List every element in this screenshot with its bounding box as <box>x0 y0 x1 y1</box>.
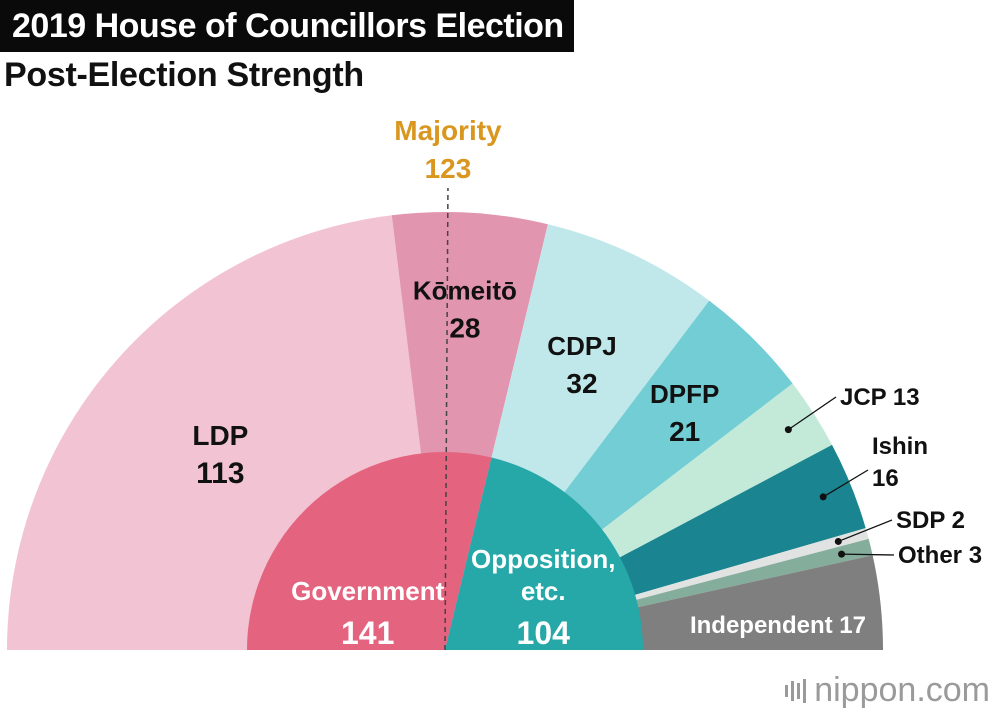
watermark: nippon .com <box>785 671 990 710</box>
wedge-government <box>247 452 492 650</box>
label-jcp: JCP 13 <box>840 384 920 411</box>
label-ldp: LDP <box>192 420 248 451</box>
callout-line-jcp <box>787 396 837 431</box>
label-independent: Independent 17 <box>690 612 866 639</box>
label-government: Government <box>291 576 444 606</box>
value-komeito: 28 <box>449 313 480 344</box>
label-dpfp: DPFP <box>650 379 719 409</box>
label-ishin: Ishin <box>872 433 928 460</box>
label-opposition-etc: Opposition, etc. <box>471 544 615 606</box>
label-other: Other 3 <box>898 542 982 569</box>
label-sdp: SDP 2 <box>896 507 965 534</box>
value-other: 3 <box>969 542 982 569</box>
callout-line-other <box>841 553 895 556</box>
chart-title: 2019 House of Councillors Election <box>0 0 574 52</box>
chart-subtitle: Post-Election Strength <box>4 56 364 94</box>
wedge-opposition-etc <box>445 457 643 650</box>
majority-line <box>444 188 449 651</box>
majority-label: Majority <box>394 115 502 146</box>
callout-line-sdp <box>838 519 893 543</box>
wedge-komeito <box>391 212 548 650</box>
value-ldp: 113 <box>196 457 244 490</box>
value-sdp: 2 <box>952 507 965 534</box>
watermark-suffix: .com <box>916 671 990 709</box>
value-government: 141 <box>341 615 394 651</box>
value-dpfp: 21 <box>669 416 700 447</box>
value-independent: 17 <box>839 612 866 639</box>
callout-line-ishin <box>822 469 869 498</box>
value-ishin: 16 <box>872 465 899 492</box>
label-komeito: Kōmeitō <box>413 276 517 306</box>
value-opposition-etc: 104 <box>517 615 571 651</box>
value-cdpj: 32 <box>566 368 597 399</box>
inner-ring <box>247 452 643 650</box>
majority-value: 123 <box>425 153 472 184</box>
label-cdpj: CDPJ <box>547 331 616 361</box>
value-jcp: 13 <box>893 384 920 411</box>
nippon-logo-icon <box>785 678 807 703</box>
watermark-name: nippon <box>814 671 917 709</box>
segment-labels: LDP 113 Kōmeitō 28 CDPJ 32 DPFP 21 JCP 13 Ishin 16… <box>192 276 982 651</box>
